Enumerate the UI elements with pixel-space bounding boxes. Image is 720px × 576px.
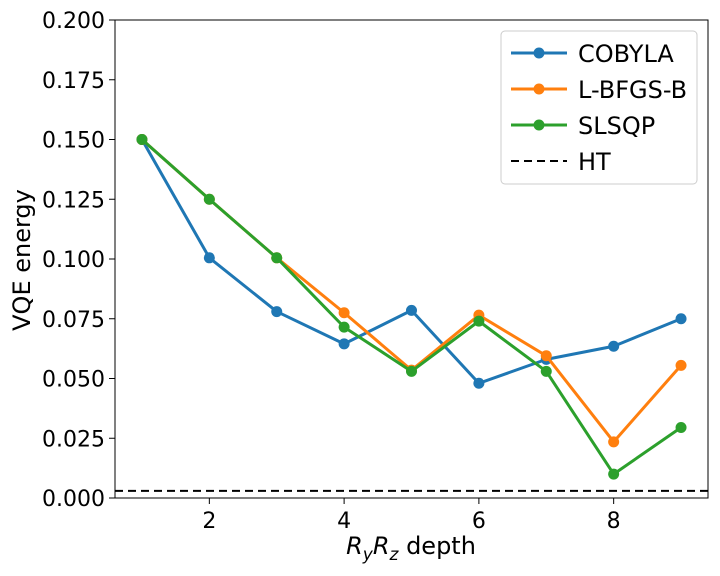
legend-marker-cobyla [533, 47, 545, 59]
x-axis-label-r1: R [346, 532, 363, 560]
data-point-l-bfgs-b-7 [540, 350, 552, 362]
data-point-slsqp-2 [203, 193, 215, 205]
data-point-cobyla-2 [203, 252, 215, 264]
plot-area [115, 134, 708, 492]
data-point-slsqp-3 [271, 252, 283, 264]
y-tick-label: 0.100 [42, 248, 105, 273]
data-point-slsqp-8 [608, 468, 620, 480]
data-point-l-bfgs-b-8 [608, 436, 620, 448]
series-slsqp [136, 134, 687, 480]
data-point-l-bfgs-b-9 [675, 359, 687, 371]
series-line-l-bfgs-b [140, 138, 683, 444]
data-point-slsqp-4 [338, 321, 350, 333]
data-point-cobyla-9 [675, 313, 687, 325]
legend-label-slsqp: SLSQP [578, 112, 655, 140]
data-point-slsqp-5 [406, 365, 417, 377]
y-tick-label: 0.075 [42, 308, 105, 333]
data-point-cobyla-5 [406, 304, 417, 316]
axes: 2 4 6 8 0.000 0.025 0.050 0.075 0.100 0.125 0.150 0… [42, 9, 709, 534]
legend-marker-slsqp [533, 119, 545, 131]
x-axis-label-sub-y: y [362, 545, 374, 565]
data-point-slsqp-1 [136, 134, 148, 145]
x-tick-label: 4 [337, 509, 351, 534]
y-tick-label: 0.025 [42, 427, 105, 452]
x-tick-label: 6 [472, 509, 486, 534]
data-point-slsqp-9 [675, 421, 687, 433]
y-tick-label: 0.200 [42, 9, 105, 34]
x-axis-label-rest: depth [398, 532, 475, 560]
y-tick-label: 0.150 [42, 129, 105, 154]
y-tick-label: 0.125 [42, 188, 105, 213]
data-point-slsqp-7 [540, 365, 552, 377]
legend-marker-l-bfgs-b [533, 83, 545, 95]
legend-label-cobyla: COBYLA [578, 40, 674, 68]
x-axis-label: RyRz depth [346, 532, 476, 565]
data-point-cobyla-4 [338, 338, 350, 350]
legend-box [500, 30, 698, 185]
x-tick-label: 2 [202, 509, 216, 534]
data-point-cobyla-8 [608, 340, 620, 352]
data-point-l-bfgs-b-4 [338, 307, 350, 319]
x-axis-label-sub-z: z [389, 545, 400, 565]
data-point-slsqp-6 [473, 315, 485, 327]
legend: COBYLA L-BFGS-B SLSQP HT [500, 30, 698, 185]
legend-label-l-bfgs-b: L-BFGS-B [578, 76, 687, 104]
data-point-cobyla-3 [271, 306, 283, 318]
x-axis-label-r2: R [373, 532, 390, 560]
y-tick-label: 0.175 [42, 69, 105, 94]
y-tick-label: 0.050 [42, 368, 105, 393]
x-tick-label: 8 [607, 509, 621, 534]
y-tick-label: 0.000 [42, 487, 105, 512]
data-point-cobyla-6 [473, 377, 485, 389]
y-axis-label: VQE energy [8, 189, 36, 331]
legend-label-ht: HT [578, 148, 611, 176]
